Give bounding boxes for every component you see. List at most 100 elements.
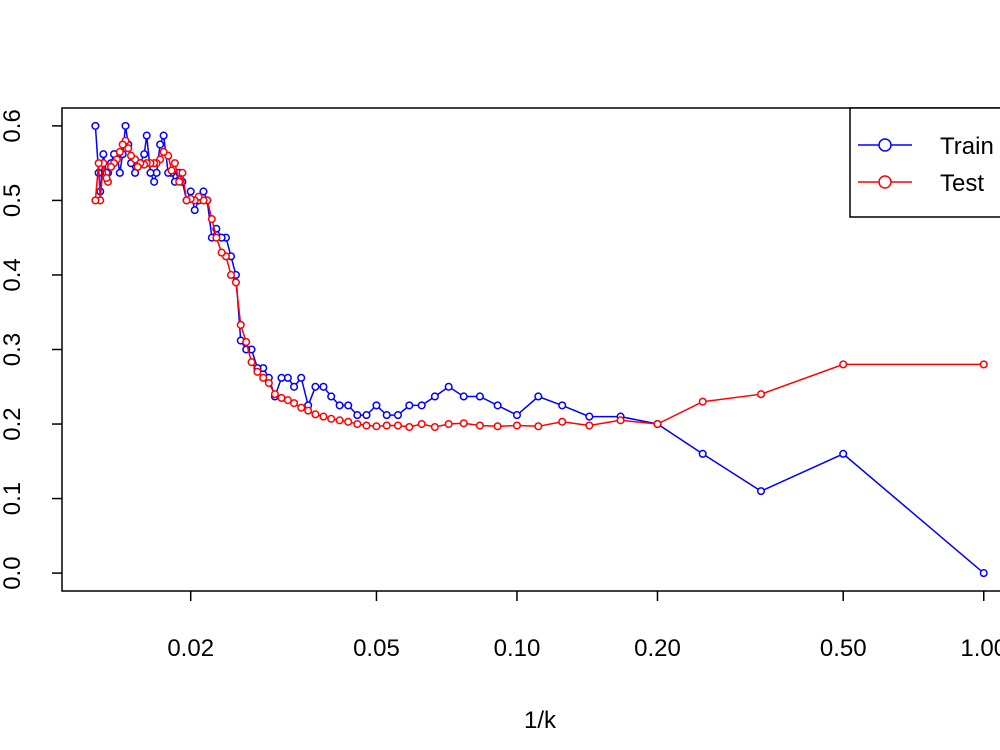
data-point <box>558 417 567 426</box>
data-point <box>270 390 279 399</box>
data-point <box>382 421 391 430</box>
x-tick-label: 0.05 <box>353 635 400 662</box>
data-point <box>226 270 236 280</box>
data-point <box>393 421 403 430</box>
data-point <box>115 168 124 177</box>
data-point <box>283 373 292 382</box>
data-point <box>585 421 594 430</box>
data-point <box>417 401 426 410</box>
data-point <box>170 159 179 168</box>
data-point <box>512 421 522 430</box>
data-point <box>253 367 262 376</box>
data-point <box>217 248 226 257</box>
data-point <box>178 168 187 177</box>
data-point <box>405 422 414 432</box>
data-point <box>140 150 149 159</box>
data-point <box>277 373 286 382</box>
data-point <box>133 162 142 171</box>
data-point <box>344 401 353 410</box>
y-tick-label: 0.0 <box>0 556 26 589</box>
data-point <box>236 320 245 329</box>
data-point <box>653 419 662 429</box>
data-point <box>393 411 403 420</box>
data-point <box>242 337 251 347</box>
data-point <box>259 373 268 382</box>
data-point <box>106 162 116 171</box>
data-point <box>534 392 543 401</box>
data-point <box>493 422 502 431</box>
data-point <box>311 382 320 391</box>
data-point <box>444 382 453 391</box>
legend-box <box>849 107 1000 218</box>
y-tick-label: 0.1 <box>0 482 26 515</box>
data-point <box>839 360 848 369</box>
data-point <box>150 177 159 186</box>
data-point <box>156 140 165 149</box>
data-point <box>335 416 344 425</box>
data-point <box>459 419 468 428</box>
data-point <box>353 419 362 429</box>
data-point <box>212 233 221 242</box>
x-tick-label: 0.02 <box>167 635 214 662</box>
data-point <box>311 410 320 419</box>
data-point <box>698 449 707 458</box>
y-tick-label: 0.6 <box>0 109 26 142</box>
data-point <box>756 390 766 399</box>
data-point <box>247 358 256 367</box>
data-point <box>372 401 381 410</box>
data-point <box>444 419 453 429</box>
data-point <box>344 417 353 426</box>
data-point <box>839 449 848 458</box>
data-point <box>558 401 567 410</box>
data-point <box>459 392 468 401</box>
data-point <box>319 412 328 421</box>
data-point <box>167 166 176 175</box>
data-point <box>94 159 103 168</box>
data-point <box>475 392 484 401</box>
data-point <box>616 416 625 425</box>
data-point <box>585 412 594 421</box>
data-point <box>405 401 414 410</box>
data-point <box>534 422 543 431</box>
data-point <box>118 140 127 149</box>
y-tick-label: 0.2 <box>0 407 26 440</box>
data-point <box>91 196 100 205</box>
data-point <box>979 360 988 369</box>
data-point <box>353 411 362 420</box>
data-point <box>335 401 344 410</box>
data-point <box>756 487 766 496</box>
legend-marker <box>878 138 892 152</box>
data-point <box>199 187 208 196</box>
y-tick-label: 0.3 <box>0 333 26 366</box>
data-point <box>175 177 184 186</box>
data-point <box>290 382 299 391</box>
data-point <box>493 401 502 410</box>
data-point <box>231 278 240 287</box>
y-tick-label: 0.5 <box>0 184 26 217</box>
data-point <box>186 187 195 196</box>
data-point <box>121 121 130 130</box>
data-point <box>102 174 111 183</box>
data-point <box>362 421 371 430</box>
data-point <box>430 392 439 401</box>
legend-label: Train <box>940 133 994 160</box>
legend-marker <box>878 175 892 189</box>
data-point <box>264 378 273 388</box>
y-tick-label: 0.4 <box>0 258 26 291</box>
data-point <box>297 403 306 412</box>
data-point <box>146 168 155 177</box>
data-point <box>115 147 124 157</box>
data-point <box>475 421 484 430</box>
x-tick-label: 0.20 <box>634 635 681 662</box>
x-axis-label: 1/k <box>524 707 557 734</box>
data-point <box>430 422 439 432</box>
data-point <box>126 151 136 160</box>
data-point <box>207 215 216 224</box>
x-tick-label: 0.50 <box>820 635 867 662</box>
x-tick-label: 0.10 <box>494 635 541 662</box>
legend-label: Test <box>940 170 984 197</box>
data-point <box>979 569 988 578</box>
x-tick-label: 1.00 <box>960 635 1000 662</box>
data-point <box>190 206 199 215</box>
